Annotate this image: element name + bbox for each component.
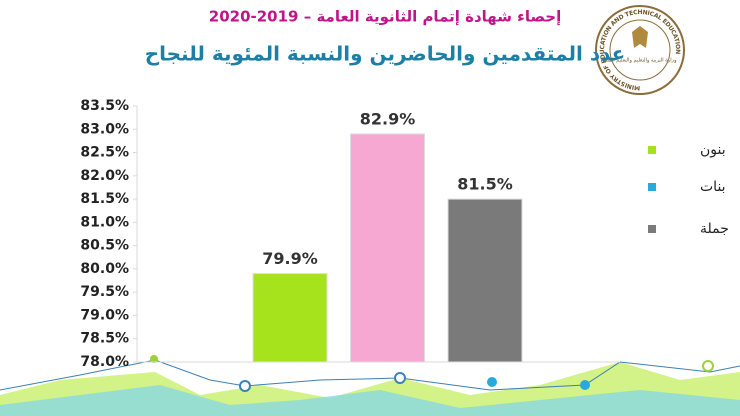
y-tick-label: 80.5%	[80, 238, 129, 254]
legend-label: بنات	[700, 179, 726, 195]
legend-marker	[648, 146, 656, 154]
chart-subtitle: عدد المتقدمين والحاضرين والنسبة المئوية …	[145, 42, 626, 66]
y-tick-label: 78.5%	[80, 331, 129, 347]
y-tick-label: 79.0%	[80, 307, 129, 323]
y-tick-label: 79.5%	[80, 284, 129, 300]
y-tick-label: 80.0%	[80, 261, 129, 277]
logo-eagle	[632, 26, 648, 48]
legend-marker	[648, 183, 656, 191]
y-tick-label: 78.0%	[80, 354, 129, 370]
value-label: 82.9%	[360, 109, 416, 128]
value-label: 79.9%	[262, 249, 318, 268]
bar	[252, 273, 328, 363]
y-tick-label: 81.5%	[80, 191, 129, 207]
logo: MINISTRY OF EDUCATION AND TECHNICAL EDUC…	[595, 5, 685, 95]
value-label: 81.5%	[457, 175, 513, 194]
chart-title: إحصاء شهادة إتمام الثانوية العامة – 2019…	[209, 8, 561, 26]
legend-marker	[648, 225, 656, 233]
y-tick-label: 81.0%	[80, 214, 129, 230]
legend-label: جملة	[700, 221, 729, 237]
y-tick-label: 83.5%	[80, 98, 129, 114]
logo-text-ar: وزارة التربية والتعليم والتعليم الفني	[604, 58, 678, 64]
bar	[350, 133, 425, 363]
legend-label: بنون	[700, 142, 726, 158]
bar	[447, 198, 523, 363]
y-tick-label: 83.0%	[80, 121, 129, 137]
y-tick-label: 82.5%	[80, 145, 129, 161]
y-tick-label: 82.0%	[80, 168, 129, 184]
